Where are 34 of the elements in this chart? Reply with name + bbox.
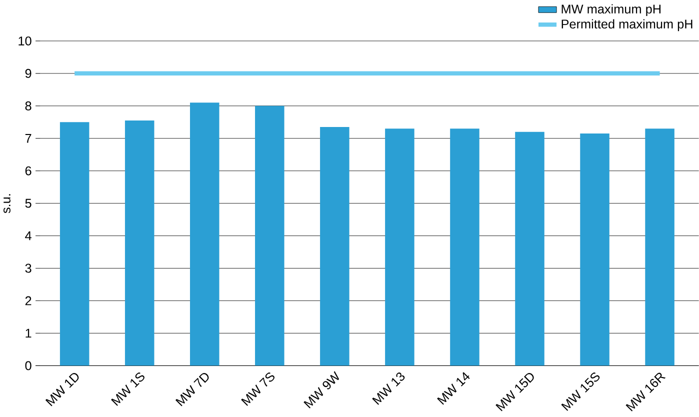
y-tick-label: 8	[25, 101, 32, 110]
bar	[320, 126, 350, 366]
x-tick-label: MW 15D	[496, 372, 534, 412]
x-tick-label: MW 1S	[111, 372, 144, 406]
y-tick-label: 2	[25, 296, 32, 306]
x-tick-label: MW 15S	[561, 372, 600, 411]
y-tick-label: 7	[25, 134, 32, 143]
bar	[255, 106, 284, 366]
bar	[190, 102, 220, 366]
bar	[124, 120, 154, 366]
y-tick-label: 3	[25, 264, 32, 273]
bar	[515, 132, 544, 366]
x-tick-label: MW 7D	[175, 372, 209, 406]
y-axis-title: s.u.	[4, 194, 10, 214]
bar	[450, 128, 480, 366]
y-tick-label: 10	[18, 36, 32, 46]
y-tick-label: 9	[25, 68, 32, 78]
x-tick-label: MW 14	[437, 372, 470, 405]
legend-label: Permitted maximum pH	[562, 19, 692, 31]
x-tick-label: MW 7S	[241, 372, 274, 406]
x-tick-label: MW 16R	[626, 372, 666, 412]
y-tick-label: 0	[25, 361, 32, 370]
bar	[385, 128, 414, 366]
bar	[60, 122, 90, 366]
bar	[580, 133, 610, 366]
y-tick-label: 4	[25, 231, 32, 240]
bar	[645, 128, 674, 366]
x-tick-label: MW 9W	[304, 371, 340, 408]
y-tick-label: 5	[25, 198, 32, 208]
legend-label: MW maximum pH	[562, 4, 660, 16]
x-tick-label: MW 1D	[45, 372, 79, 406]
x-tick-label: MW 13	[372, 372, 405, 405]
y-tick-label: 1	[26, 328, 32, 338]
y-tick-label: 6	[25, 166, 32, 176]
